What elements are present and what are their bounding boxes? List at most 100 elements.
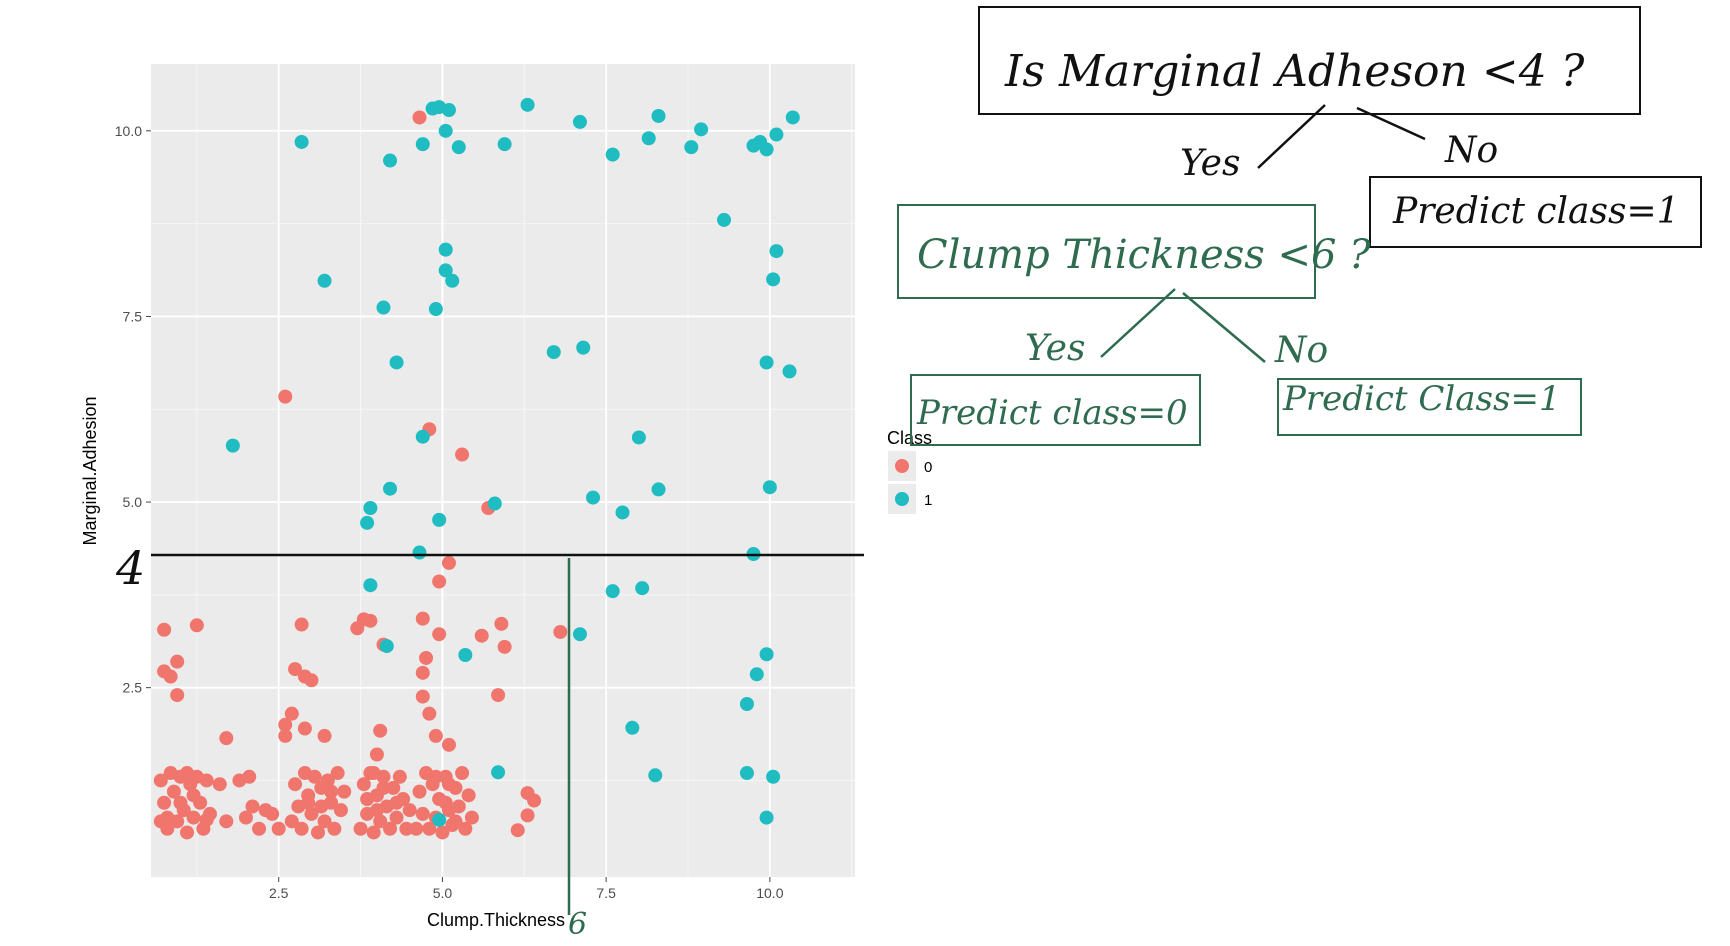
scatter-point-class-1 bbox=[546, 345, 561, 360]
plot-panel bbox=[151, 64, 855, 877]
scatter-point-class-0 bbox=[271, 821, 286, 836]
scatter-point-class-1 bbox=[572, 114, 587, 129]
scatter-point-class-1 bbox=[739, 766, 754, 781]
scatter-point-class-0 bbox=[553, 624, 568, 639]
scatter-point-class-0 bbox=[497, 639, 512, 654]
scatter-point-class-1 bbox=[441, 103, 456, 118]
scatter-point-class-0 bbox=[297, 721, 312, 736]
scatter-point-class-1 bbox=[225, 438, 240, 453]
legend-label-1: 1 bbox=[924, 492, 932, 509]
scatter-point-class-0 bbox=[317, 728, 332, 743]
scatter-point-class-0 bbox=[441, 777, 456, 792]
scatter-point-class-0 bbox=[278, 728, 293, 743]
scatter-point-class-0 bbox=[163, 669, 178, 684]
scatter-point-class-1 bbox=[739, 697, 754, 712]
scatter-point-class-0 bbox=[242, 769, 257, 784]
scatter-point-class-0 bbox=[389, 810, 404, 825]
scatter-point-class-0 bbox=[464, 810, 479, 825]
scatter-point-class-0 bbox=[265, 806, 280, 821]
scatter-point-class-0 bbox=[402, 803, 417, 818]
scatter-point-class-0 bbox=[373, 814, 388, 829]
scatter-point-class-1 bbox=[717, 212, 732, 227]
child-no-branch bbox=[1182, 292, 1266, 363]
scatter-point-class-1 bbox=[363, 578, 378, 593]
scatter-point-class-1 bbox=[412, 545, 427, 560]
scatter-point-class-0 bbox=[307, 769, 322, 784]
scatter-point-class-1 bbox=[383, 153, 398, 168]
scatter-point-class-0 bbox=[415, 665, 430, 680]
scatter-point-class-1 bbox=[294, 134, 309, 149]
scatter-point-class-1 bbox=[576, 340, 591, 355]
scatter-point-class-0 bbox=[369, 803, 384, 818]
scatter-point-class-0 bbox=[435, 825, 450, 840]
child-question-text: Clump Thickness <6 ? bbox=[917, 232, 1371, 278]
legend-key-1 bbox=[895, 492, 909, 506]
scatter-point-class-1 bbox=[641, 131, 656, 146]
scatter-point-class-1 bbox=[651, 108, 666, 123]
scatter-point-class-0 bbox=[219, 731, 234, 746]
scatter-point-class-1 bbox=[759, 355, 774, 370]
scatter-point-class-0 bbox=[451, 799, 466, 814]
scatter-point-class-0 bbox=[199, 812, 214, 827]
scatter-point-class-0 bbox=[432, 627, 447, 642]
x-axis-title: Clump.Thickness bbox=[427, 910, 565, 930]
scatter-point-class-0 bbox=[363, 766, 378, 781]
scatter-point-class-0 bbox=[199, 773, 214, 788]
scatter-point-class-1 bbox=[438, 123, 453, 138]
scatter-point-class-1 bbox=[360, 515, 375, 530]
scatter-point-class-0 bbox=[173, 795, 188, 810]
legend: Class 0 1 bbox=[887, 428, 932, 514]
scatter-point-class-0 bbox=[455, 447, 470, 462]
scatter-point-class-0 bbox=[376, 769, 391, 784]
major-gridlines bbox=[151, 64, 855, 877]
scatter-point-class-0 bbox=[170, 688, 185, 703]
scatter-point-class-0 bbox=[189, 618, 204, 633]
scatter-point-class-1 bbox=[631, 430, 646, 445]
y-tick-label: 2.5 bbox=[123, 680, 143, 696]
scatter-point-class-1 bbox=[759, 810, 774, 825]
scatter-point-class-0 bbox=[317, 814, 332, 829]
scatter-point-class-1 bbox=[605, 584, 620, 599]
y-tick-label: 7.5 bbox=[123, 308, 143, 324]
root-no-leaf-box bbox=[1369, 176, 1702, 248]
scatter-point-class-0 bbox=[153, 773, 168, 788]
root-question-text: Is Marginal Adheson <4 ? bbox=[1004, 46, 1585, 97]
root-no-leaf-text: Predict class=1 bbox=[1392, 191, 1680, 232]
scatter-point-class-1 bbox=[782, 364, 797, 379]
scatter-point-class-1 bbox=[572, 627, 587, 642]
child-no-leaf-box bbox=[1277, 378, 1582, 436]
scatter-point-class-1 bbox=[785, 110, 800, 125]
x-tick-label: 5.0 bbox=[433, 885, 453, 901]
scatter-point-class-0 bbox=[278, 717, 293, 732]
scatter-point-class-0 bbox=[219, 814, 234, 829]
scatter-point-class-0 bbox=[324, 784, 339, 799]
scatter-point-class-0 bbox=[412, 784, 427, 799]
scatter-point-class-0 bbox=[432, 574, 447, 589]
scatter-point-class-1 bbox=[415, 429, 430, 444]
scatter-point-class-1 bbox=[762, 480, 777, 495]
scatter-point-class-1 bbox=[383, 481, 398, 496]
scatter-point-class-0 bbox=[419, 650, 434, 665]
scatter-point-class-1 bbox=[379, 639, 394, 654]
scatter-point-class-1 bbox=[766, 769, 781, 784]
scatter-point-class-0 bbox=[428, 728, 443, 743]
scatter-point-class-0 bbox=[238, 810, 253, 825]
scatter-point-class-0 bbox=[389, 795, 404, 810]
scatter-point-class-0 bbox=[491, 688, 506, 703]
scatter-point-class-0 bbox=[366, 825, 381, 840]
scatter-point-class-0 bbox=[294, 821, 309, 836]
scatter-point-class-0 bbox=[301, 795, 316, 810]
scatter-plot: 2.5 5.0 7.5 10.0 2.5 5.0 7.5 10.0 Clump.Thickn… bbox=[80, 64, 855, 930]
split-line-vertical-label: 6 bbox=[568, 907, 587, 942]
scatter-point-class-0 bbox=[153, 814, 168, 829]
scatter-point-class-1 bbox=[766, 272, 781, 287]
scatter-point-class-0 bbox=[157, 622, 172, 637]
legend-title: Class bbox=[887, 428, 932, 448]
scatter-point-class-0 bbox=[284, 814, 299, 829]
scatter-point-class-1 bbox=[759, 142, 774, 157]
scatter-point-class-0 bbox=[409, 821, 424, 836]
scatter-point-class-0 bbox=[363, 613, 378, 628]
scatter-point-class-0 bbox=[527, 793, 542, 808]
scatter-point-class-0 bbox=[494, 616, 509, 631]
scatter-point-class-0 bbox=[278, 389, 293, 404]
